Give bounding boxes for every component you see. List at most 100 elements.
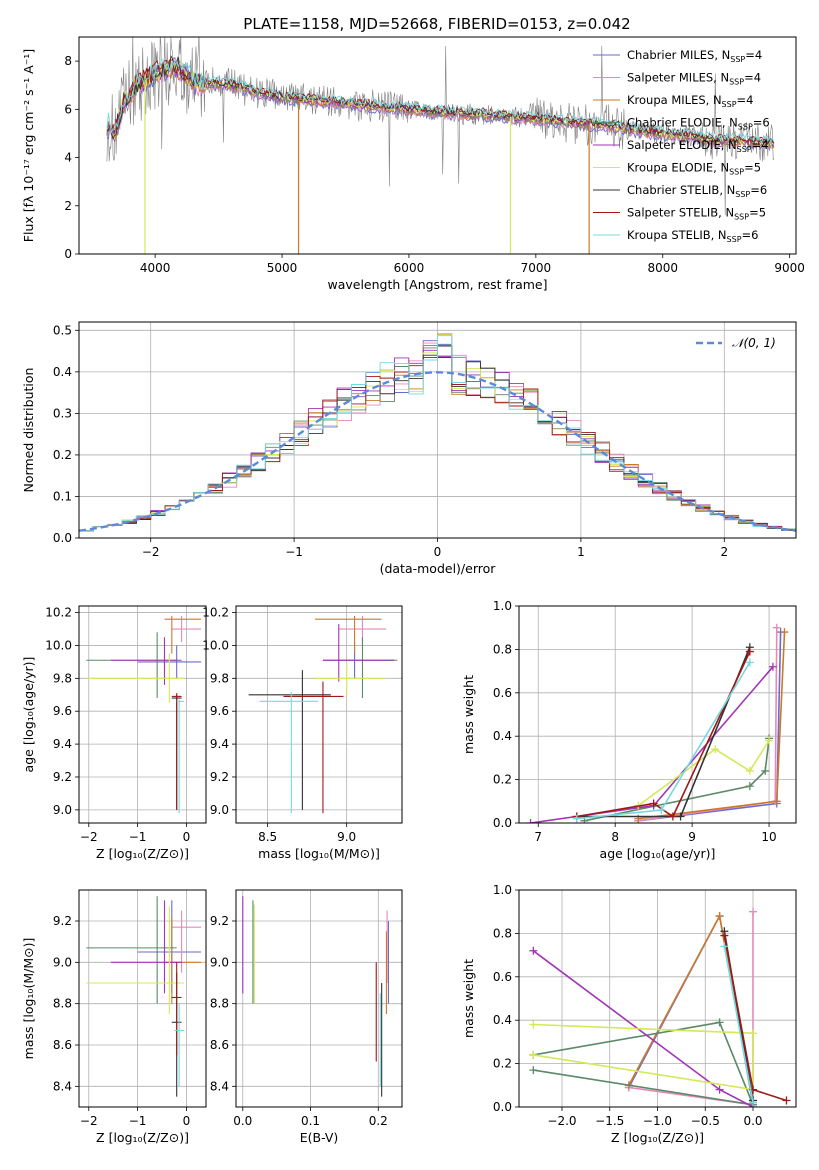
y-tick-label: 6 [64,102,72,116]
weight-marker [529,946,538,955]
y-tick-label: 9.8 [210,671,229,685]
x-tick-label: 0.0 [743,1114,762,1128]
weight-line [723,946,754,1103]
y-tick-label: 8.4 [210,1079,229,1093]
y-tick-label: 8 [64,54,72,68]
weight-marker [649,799,658,808]
y-tick-label: 0.2 [493,773,512,787]
y-tick-label: 0.6 [493,686,512,700]
x-tick-label: 9.0 [337,830,356,844]
weight-marker [529,1020,538,1029]
weight-marker [768,662,777,671]
weight-marker [715,912,724,921]
y-axis-label: age [log₁₀(age/yr)] [21,657,36,773]
weight-marker [715,1085,724,1094]
model-line-8 [106,57,775,143]
weight-marker [720,942,729,951]
y-tick-label: 8.8 [210,997,229,1011]
plot-area-z-age [86,615,202,814]
weight-marker [749,1098,758,1107]
plot-area-ebv-mass [242,896,389,1097]
axes-frame [235,605,403,824]
x-axis-label: Z [log₁₀(Z/Z⊙)] [611,1130,704,1145]
x-tick-label: 1 [577,545,585,559]
weight-marker [745,647,754,656]
axes-frame [235,889,403,1108]
x-tick-label: −1 [129,830,147,844]
x-tick-label: 8 [611,830,619,844]
weight-marker [772,623,781,632]
x-tick-label: 0.0 [233,1114,252,1128]
legend-label: Chabrier ELODIE, NSSP=6 [627,116,770,132]
weight-marker [715,1018,724,1027]
legend-label: Salpeter STELIB, NSSP=5 [627,206,766,222]
axes-frame [518,605,797,824]
x-tick-label: 0.2 [369,1114,388,1128]
weight-marker [749,907,758,916]
axes-frame [78,36,797,255]
x-tick-label: 6000 [394,261,425,275]
weight-marker [780,628,789,637]
plot-area-spectrum [106,37,775,254]
y-tick-label: 0.4 [493,729,512,743]
axes-ebv-mass: 0.0 0.1 0.2 8.4 8.6 8.8 9.0 9.2 E(B-V) [210,889,403,1145]
y-tick-label: 9.2 [53,914,72,928]
weight-marker [761,766,770,775]
y-tick-label: 4 [64,151,72,165]
y-axis-label: mass weight [461,959,476,1038]
figure-title: PLATE=1158, MJD=52668, FIBERID=0153, z=0… [243,15,630,33]
y-axis-label: Flux [fλ 10⁻¹⁷ erg cm⁻² s⁻¹ A⁻¹] [21,49,36,242]
weight-line [628,913,754,1103]
x-tick-label: 0 [434,545,442,559]
y-tick-label: 9.0 [210,955,229,969]
y-tick-label: 0.4 [53,365,72,379]
legend-label: Kroupa ELODIE, NSSP=5 [627,161,761,177]
y-tick-label: 8.6 [210,1038,229,1052]
weight-marker [572,814,581,823]
axes-frame [78,889,207,1108]
y-tick-label: 0.2 [493,1057,512,1071]
weight-marker [782,1096,791,1105]
y-tick-label: 0.0 [53,531,72,545]
x-tick-label: 0.1 [301,1114,320,1128]
x-tick-label: −1 [285,545,303,559]
weight-marker [749,1029,758,1038]
plot-area-z-mass [86,896,202,1097]
x-tick-label: 8000 [647,261,678,275]
y-tick-label: 9.0 [210,803,229,817]
x-axis-label: Z [log₁₀(Z/Z⊙)] [96,1130,189,1145]
x-tick-label: 0 [183,830,191,844]
weight-marker [676,812,685,821]
x-axis-label: mass [log₁₀(M/M⊙)] [258,846,380,861]
x-tick-label: 9 [688,830,696,844]
y-tick-label: 0.1 [53,489,72,503]
y-axis-label: Normed distribution [21,368,36,493]
normal-reference-line [79,371,796,532]
y-tick-label: 0.8 [493,642,512,656]
x-tick-label: 5000 [267,261,298,275]
weight-line [533,1023,754,1091]
y-tick-label: 9.0 [53,803,72,817]
weight-line [533,1021,755,1106]
x-tick-label: 10 [761,830,776,844]
y-tick-label: 10.2 [45,606,72,620]
y-tick-label: 2 [64,199,72,213]
weight-marker [745,658,754,667]
x-axis-label: (data-model)/error [380,561,497,576]
y-tick-label: 9.0 [53,955,72,969]
y-tick-label: 8.6 [53,1038,72,1052]
y-tick-label: 9.2 [210,914,229,928]
plot-area-mass-age [248,615,398,814]
y-tick-label: 8.4 [53,1079,72,1093]
plot-area-age-weight [526,623,789,823]
y-tick-label: 0.6 [493,970,512,984]
axes-z-weight: −2.0 −1.5 −1.0 −0.5 0.0 0.0 0.2 0.4 0.6 0.8 1.0 Z [… [461,883,797,1145]
spectrum-legend: Chabrier MILES, NSSP=4 Salpeter MILES, NS… [593,48,770,244]
x-axis-label: Z [log₁₀(Z/Z⊙)] [96,846,189,861]
weight-marker [529,1050,538,1059]
x-axis-label: age [log₁₀(age/yr)] [600,846,716,861]
y-axis-label: mass weight [461,675,476,754]
weight-line [638,627,778,822]
weight-line [638,631,782,822]
